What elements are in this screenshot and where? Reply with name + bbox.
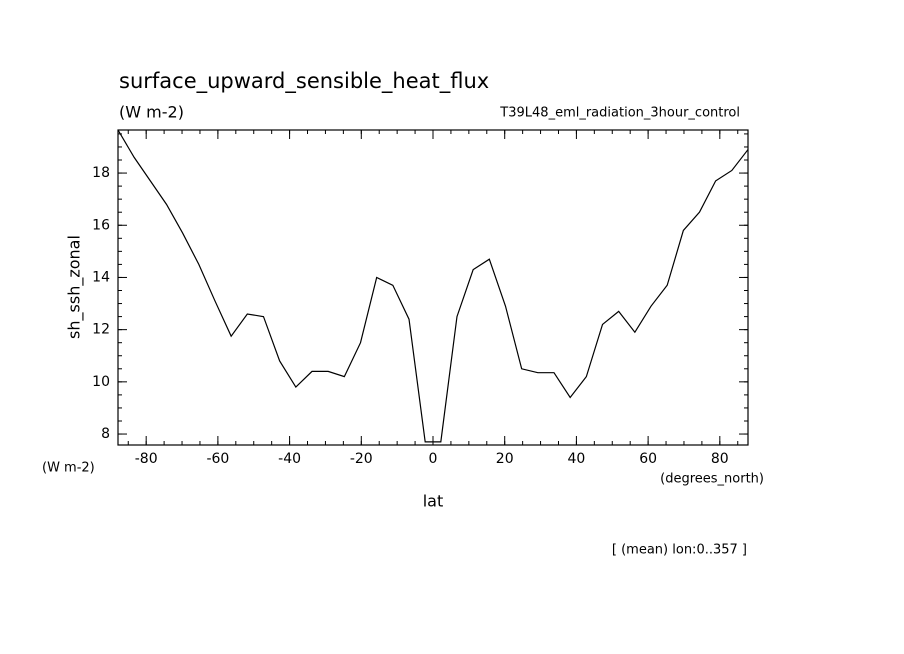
x-tick-label: -40 xyxy=(278,451,301,467)
data-line xyxy=(118,130,748,443)
dataset: T39L48_eml_radiation_3hour_control xyxy=(499,106,740,121)
x-tick-label: 80 xyxy=(711,451,729,467)
y-tick-label: 18 xyxy=(92,165,110,181)
x-tick-label: -20 xyxy=(350,451,373,467)
y-axis-label: sh_ssh_zonal xyxy=(65,235,85,339)
x-tick-label: 20 xyxy=(496,451,514,467)
x-tick-label: 60 xyxy=(639,451,657,467)
y-tick-label: 10 xyxy=(92,374,110,390)
plot-area xyxy=(118,130,748,443)
chart-title: surface_upward_sensible_heat_flux xyxy=(119,69,489,94)
footnote: [ (mean) lon:0..357 ] xyxy=(612,543,747,558)
units: (W m-2) xyxy=(119,103,184,122)
x-tick-label: 0 xyxy=(429,451,438,467)
x-tick-label: -60 xyxy=(206,451,229,467)
y-tick-label: 16 xyxy=(92,217,110,233)
y-units: (W m-2) xyxy=(42,461,95,476)
x-units: (degrees_north) xyxy=(660,472,764,487)
plot-frame xyxy=(117,129,749,446)
x-tick-label: -80 xyxy=(135,451,158,467)
y-tick-label: 12 xyxy=(92,322,110,338)
y-tick-label: 8 xyxy=(101,426,110,442)
x-tick-label: 40 xyxy=(567,451,585,467)
x-axis-label: lat xyxy=(423,492,444,511)
y-tick-label: 14 xyxy=(92,269,110,285)
